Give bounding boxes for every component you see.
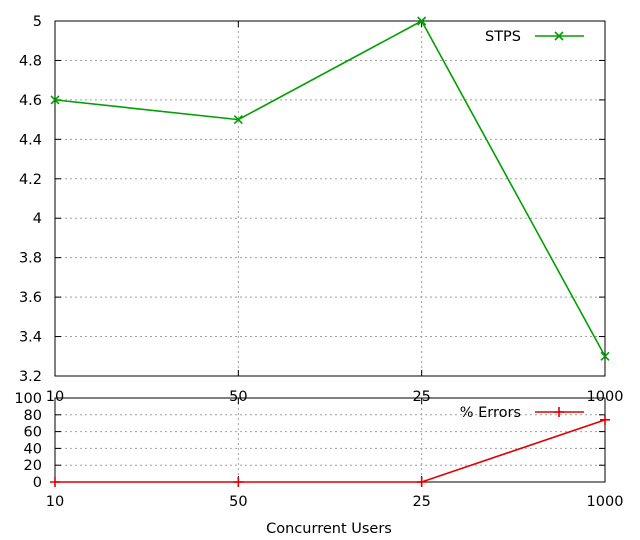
- data-point-marker: [233, 115, 243, 125]
- y-tick-label: 0: [33, 475, 42, 491]
- plot-frame: [54, 397, 606, 483]
- y-tick-label: 5: [33, 14, 42, 30]
- series-line: [54, 19, 606, 357]
- data-point-marker: [600, 351, 610, 361]
- y-tick-label: 60: [24, 425, 42, 441]
- x-tick-label: 10: [46, 494, 64, 510]
- x-tick-label: 25: [412, 389, 430, 405]
- x-axis-title: Concurrent Users: [266, 521, 392, 537]
- y-tick-label: 3.6: [19, 290, 42, 306]
- data-point-marker: [417, 16, 427, 26]
- legend-label: STPS: [485, 29, 521, 45]
- x-tick-label: 1000: [587, 389, 624, 405]
- stps-panel: 3.2 3.4 3.6 3.8 4 4.2 4.4 4.6 4.8 5 10 50 25 1000 STPS: [19, 14, 624, 405]
- y-tick-label: 40: [24, 441, 42, 457]
- y-tick-label: 4.6: [19, 93, 42, 109]
- legend-label: % Errors: [460, 405, 521, 421]
- x-tick-label: 50: [229, 389, 247, 405]
- y-tick-label: 3.8: [19, 251, 42, 267]
- y-tick-label: 3.2: [19, 369, 42, 385]
- legend-marker: [554, 407, 564, 417]
- data-point-marker: [600, 414, 610, 425]
- y-tick-label: 4.4: [19, 132, 42, 148]
- y-tick-label: 4: [33, 211, 42, 227]
- data-point-marker: [50, 477, 60, 487]
- plot-frame: [54, 20, 606, 377]
- data-point-marker: [416, 477, 427, 487]
- y-tick-label: 4.8: [19, 53, 42, 69]
- data-point-marker: [50, 95, 60, 105]
- y-tick-label: 20: [24, 458, 42, 474]
- x-tick-label: 25: [412, 494, 430, 510]
- data-point-marker: [233, 477, 244, 487]
- y-tick-label: 4.2: [19, 172, 42, 188]
- x-tick-label: 10: [46, 389, 64, 405]
- legend-marker: [554, 31, 564, 41]
- y-tick-label: 100: [14, 391, 42, 407]
- x-tick-label: 50: [229, 494, 247, 510]
- y-tick-label: 3.4: [19, 330, 42, 346]
- x-tick-label: 1000: [587, 494, 624, 510]
- y-tick-label: 80: [24, 408, 42, 424]
- series-line: [55, 419, 606, 483]
